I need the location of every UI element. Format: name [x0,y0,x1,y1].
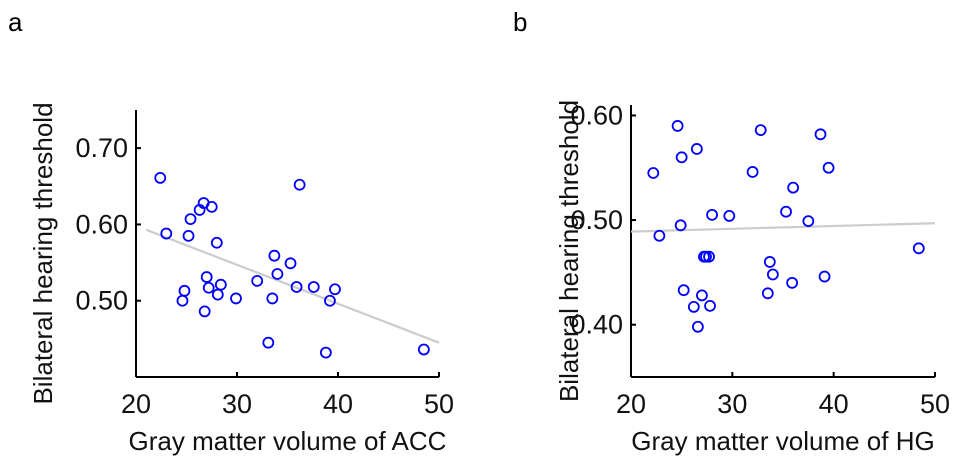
data-point [691,320,704,333]
data-point [696,289,708,302]
y-tick-label: 0.60 [570,100,623,130]
data-point [329,283,341,296]
data-point [160,227,173,240]
data-point [210,236,223,249]
data-point [198,305,211,318]
data-point [230,292,242,305]
x-axis-label: Gray matter volume of ACC [129,426,447,456]
x-tick-label: 50 [424,389,454,419]
data-point [178,284,191,297]
data-point [780,205,792,218]
scatter-panel-b: 0.40 0.50 0.60 20 30 40 50 Gray matter volume o… [554,100,950,456]
panel-letter-b: b [513,7,527,37]
y-tick-label: 0.40 [570,310,623,340]
data-point [687,301,700,313]
data-point [802,215,815,228]
data-point [761,287,774,300]
data-point [417,343,430,356]
data-point [675,151,688,164]
data-point [677,284,690,297]
x-tick-label: 20 [121,389,151,419]
data-point [307,281,320,293]
x-tick-label: 30 [222,389,252,419]
data-point [266,292,279,305]
x-tick-label: 40 [819,389,849,419]
data-point [814,128,827,141]
data-point [205,200,218,213]
data-point [822,161,835,174]
data-point [746,166,759,178]
y-tick-label: 0.50 [75,286,128,316]
data-point [674,219,687,232]
data-point [653,229,666,242]
panel-letter-a: a [8,7,23,37]
x-tick-label: 50 [920,389,950,419]
data-point [202,281,215,294]
data-point [786,276,799,289]
y-tick-label: 0.60 [75,209,128,239]
x-tick-label: 20 [616,389,646,419]
data-point [706,208,718,221]
data-point [787,181,800,194]
data-point [818,270,831,283]
data-point [293,178,306,191]
data-point [290,281,303,293]
scatter-panel-a: 0.50 0.60 0.70 20 30 40 50 Gray matter volume o… [28,102,454,456]
data-point [176,294,189,307]
data-point [766,268,779,281]
data-point [703,250,715,263]
data-point [251,274,264,287]
data-point [200,271,213,283]
data-point [214,278,227,291]
data-point [671,120,684,132]
x-tick-label: 40 [323,389,353,419]
data-point [271,268,284,280]
regression-fit-line [145,228,440,344]
data-point [211,288,224,301]
data-point [754,124,767,137]
y-axis-label: Bilateral hearing threshold [554,100,584,402]
data-point [284,257,297,270]
data-point [723,209,736,222]
x-tick-label: 30 [717,389,747,419]
data-point [154,171,167,184]
x-axis-label: Gray matter volume of HG [631,426,934,456]
y-tick-label: 0.70 [75,133,128,163]
data-point [763,256,776,268]
data-point [704,299,716,312]
y-axis-label: Bilateral hearing threshold [28,102,58,404]
data-point [319,346,332,359]
data-point [647,167,660,179]
data-point [324,294,336,307]
data-point [184,213,197,225]
data-point [182,229,195,242]
data-point [690,143,703,155]
y-tick-label: 0.50 [570,205,623,235]
data-point [268,249,281,262]
data-point [912,242,925,255]
data-point [262,336,275,349]
